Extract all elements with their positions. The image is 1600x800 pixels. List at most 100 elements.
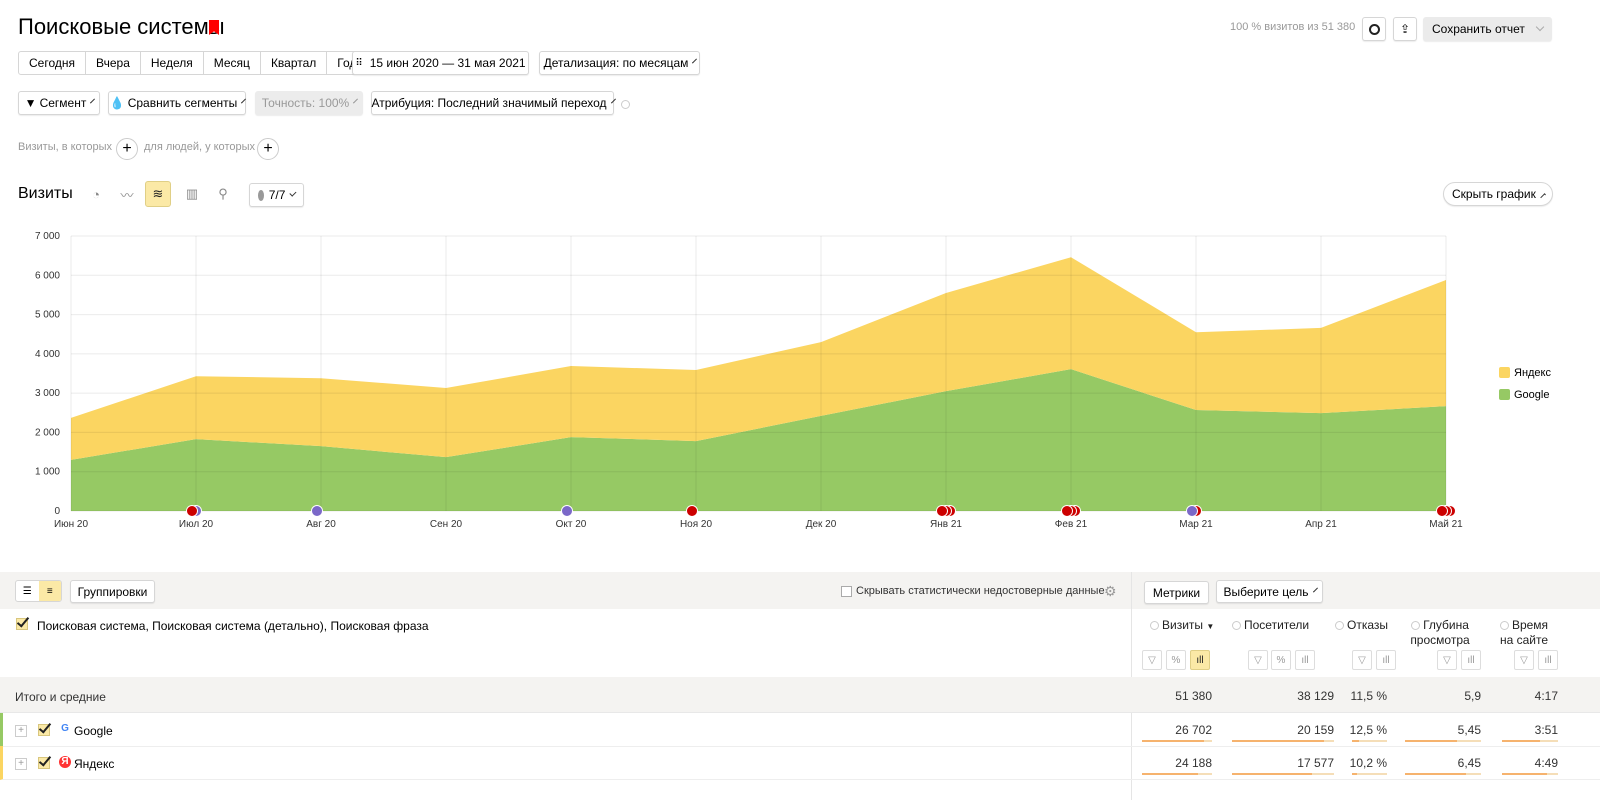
totals-value: 51 380 bbox=[1175, 689, 1212, 703]
bar-icon[interactable]: ıll bbox=[1295, 650, 1315, 670]
map-icon[interactable]: ⚲ bbox=[218, 186, 228, 201]
goal-label: Выберите цель bbox=[1223, 584, 1309, 599]
dimension-checkbox[interactable] bbox=[16, 618, 28, 630]
cell-value: 4:49 bbox=[1534, 756, 1558, 770]
detail-dropdown[interactable]: Детализация: по месяцам bbox=[539, 51, 700, 75]
help-icon[interactable] bbox=[1411, 621, 1421, 630]
groupings-button[interactable]: Группировки bbox=[70, 580, 155, 603]
column-bounces[interactable]: Отказы bbox=[1335, 618, 1388, 633]
notes-count: 7/7 bbox=[268, 188, 286, 202]
column-depth[interactable]: Глубина просмотра bbox=[1405, 618, 1475, 648]
people-condition-label: для людей, у которых bbox=[144, 141, 255, 153]
bookmark-icon[interactable] bbox=[209, 20, 219, 35]
segment-dropdown[interactable]: ▼ Сегмент bbox=[18, 91, 100, 115]
flat-list-icon[interactable]: ☰ bbox=[22, 585, 32, 597]
help-icon[interactable] bbox=[1232, 621, 1241, 630]
column-visitors-label: Посетители bbox=[1244, 618, 1310, 632]
cell-bar bbox=[1405, 740, 1481, 742]
filter-icon[interactable]: ▽ bbox=[1514, 650, 1534, 670]
dimension-header[interactable]: Поисковая система, Поисковая система (де… bbox=[37, 619, 429, 633]
x-tick-label: Авг 20 bbox=[306, 519, 336, 530]
row-checkbox[interactable] bbox=[38, 724, 50, 736]
export-button[interactable]: ⇪ bbox=[1393, 17, 1417, 41]
annotation-marker bbox=[311, 505, 323, 517]
column-time[interactable]: Время на сайте bbox=[1494, 618, 1554, 648]
help-icon[interactable] bbox=[621, 100, 630, 109]
bar-icon[interactable]: ıll bbox=[1190, 650, 1210, 670]
accuracy-dropdown[interactable]: Точность: 100% bbox=[255, 91, 363, 115]
table-row[interactable]: + Я Яндекс 24 188 17 577 10,2 % 6,45 4:49 bbox=[0, 746, 1600, 780]
legend-label: Google bbox=[1514, 389, 1549, 401]
period-year[interactable]: Год bbox=[337, 56, 357, 70]
period-quarter[interactable]: Квартал bbox=[261, 52, 328, 74]
expand-button[interactable]: + bbox=[15, 725, 27, 737]
cell-value: 5,45 bbox=[1457, 723, 1481, 737]
cell-bar-fill bbox=[1502, 773, 1547, 775]
period-week[interactable]: Неделя bbox=[141, 52, 204, 74]
row-label[interactable]: Яндекс bbox=[74, 757, 115, 771]
period-yesterday[interactable]: Вчера bbox=[86, 52, 141, 74]
settings-gear-icon[interactable]: ⚙ bbox=[1104, 583, 1117, 599]
filter-icon[interactable]: ▽ bbox=[1248, 650, 1268, 670]
cell-bar-fill bbox=[1502, 740, 1541, 742]
bar-icon[interactable]: ıll bbox=[1376, 650, 1396, 670]
hide-unreliable-checkbox[interactable]: Скрывать статистически недостоверные дан… bbox=[841, 585, 1105, 597]
cell-bar-fill bbox=[1142, 773, 1198, 775]
cell-value: 3:51 bbox=[1534, 723, 1558, 737]
y-tick-label: 6 000 bbox=[35, 270, 60, 281]
annotation-marker bbox=[186, 505, 198, 517]
hide-chart-button[interactable]: Скрыть график bbox=[1443, 182, 1553, 206]
cell-value: 24 188 bbox=[1175, 756, 1212, 770]
save-report-button[interactable]: Сохранить отчет bbox=[1423, 17, 1552, 41]
share-icon: ⇪ bbox=[1399, 22, 1411, 36]
row-label[interactable]: Google bbox=[74, 724, 113, 738]
percent-icon[interactable]: % bbox=[1271, 650, 1291, 670]
table-row[interactable]: + G Google 26 702 20 159 12,5 % 5,45 3:51 bbox=[0, 713, 1600, 747]
metrics-label: Метрики bbox=[1152, 585, 1201, 600]
add-visit-condition-button[interactable]: + bbox=[116, 138, 138, 160]
column-time-label: Время на сайте bbox=[1499, 618, 1549, 647]
add-people-condition-button[interactable]: + bbox=[257, 138, 279, 160]
annotation-marker bbox=[686, 505, 698, 517]
compare-segments-dropdown[interactable]: 💧 Сравнить сегменты bbox=[108, 91, 247, 115]
area-chart-icon[interactable]: ≋ bbox=[145, 181, 171, 207]
y-tick-label: 5 000 bbox=[35, 310, 60, 321]
bar-chart-icon[interactable]: ▥ bbox=[185, 186, 199, 201]
date-range-label: 15 июн 2020 — 31 мая 2021 bbox=[369, 56, 526, 70]
percent-icon[interactable]: % bbox=[1166, 650, 1186, 670]
cell-value: 20 159 bbox=[1297, 723, 1334, 737]
history-button[interactable] bbox=[1362, 17, 1386, 41]
period-today[interactable]: Сегодня bbox=[19, 52, 86, 74]
pie-chart-icon[interactable]: ◔ bbox=[92, 186, 100, 202]
annotation-marker bbox=[561, 505, 573, 517]
help-icon[interactable] bbox=[1499, 621, 1509, 630]
metrics-button[interactable]: Метрики bbox=[1144, 581, 1209, 604]
filter-icon[interactable]: ▽ bbox=[1437, 650, 1457, 670]
detail-label: Детализация: по месяцам bbox=[543, 56, 689, 70]
filter-icon[interactable]: ▽ bbox=[1142, 650, 1162, 670]
tree-list-icon[interactable]: ≡ bbox=[38, 581, 61, 601]
line-chart-icon[interactable]: 〰 bbox=[120, 187, 134, 203]
notes-dropdown[interactable]: 7/7 bbox=[249, 183, 304, 207]
period-month[interactable]: Месяц bbox=[204, 52, 261, 74]
sort-desc-icon: ▼ bbox=[1206, 622, 1215, 631]
bar-icon[interactable]: ıll bbox=[1538, 650, 1558, 670]
column-depth-label: Глубина просмотра bbox=[1410, 618, 1470, 647]
y-tick-label: 1 000 bbox=[35, 467, 60, 478]
date-range-picker[interactable]: ⠿ 15 июн 2020 — 31 мая 2021 bbox=[352, 51, 529, 75]
row-checkbox[interactable] bbox=[38, 757, 50, 769]
attribution-dropdown[interactable]: Атрибуция: Последний значимый переход bbox=[371, 91, 616, 115]
help-icon[interactable] bbox=[1150, 621, 1159, 630]
filter-icon[interactable]: ▽ bbox=[1352, 650, 1372, 670]
expand-button[interactable]: + bbox=[15, 758, 27, 770]
compare-icon: 💧 bbox=[109, 96, 125, 110]
x-tick-label: Июн 20 bbox=[54, 519, 89, 530]
bar-icon[interactable]: ıll bbox=[1461, 650, 1481, 670]
cell-value: 26 702 bbox=[1175, 723, 1212, 737]
help-icon[interactable] bbox=[1335, 621, 1344, 630]
column-visitors[interactable]: Посетители bbox=[1232, 618, 1309, 633]
column-visits[interactable]: Визиты ▼ bbox=[1150, 618, 1214, 634]
clock-icon bbox=[1368, 23, 1380, 35]
annotation-marker bbox=[1186, 505, 1198, 517]
select-goal-dropdown[interactable]: Выберите цель bbox=[1216, 580, 1323, 603]
